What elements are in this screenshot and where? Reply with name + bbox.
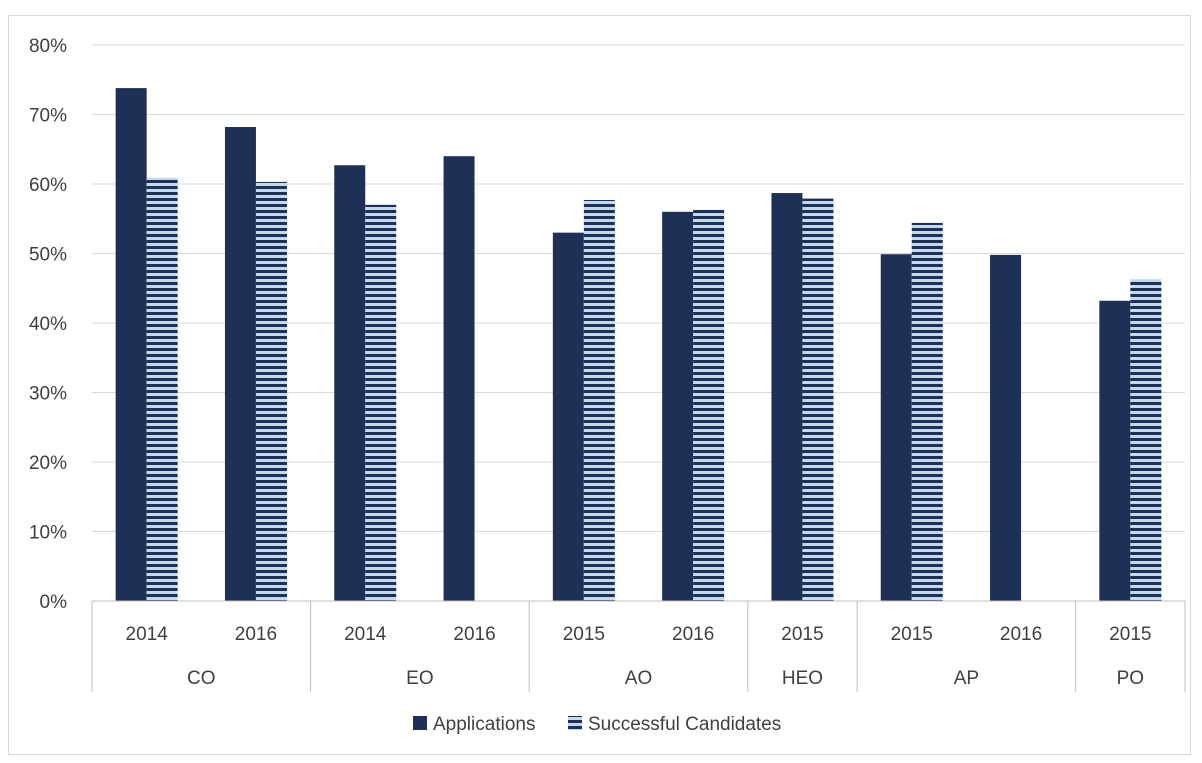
y-tick-label: 80% bbox=[29, 36, 67, 57]
axes: 0% 10% 20% 30% 40% 50% 60% 70% 80% 2014 2016 CO 2014… bbox=[29, 36, 1186, 692]
x-tick-label-year: 2016 bbox=[672, 624, 714, 645]
x-tick-label-year: 2015 bbox=[1109, 624, 1151, 645]
bar-applications bbox=[552, 232, 584, 601]
bar-applications bbox=[115, 88, 147, 602]
bar-applications bbox=[771, 193, 803, 601]
y-tick-label: 60% bbox=[29, 175, 67, 196]
x-tick-label-grade: EO bbox=[406, 668, 433, 689]
x-tick-label-grade: AO bbox=[625, 668, 652, 689]
y-tick-label: 30% bbox=[29, 384, 67, 405]
x-tick-label-year: 2016 bbox=[235, 624, 277, 645]
bar-successful-candidates bbox=[802, 198, 834, 601]
x-tick-label-year: 2015 bbox=[781, 624, 823, 645]
bar-applications bbox=[990, 254, 1022, 601]
x-tick-label-year: 2014 bbox=[126, 624, 169, 645]
x-tick-label-year: 2015 bbox=[891, 624, 933, 645]
bar-applications bbox=[443, 156, 475, 601]
bar-successful-candidates bbox=[1130, 279, 1162, 601]
bar-applications bbox=[662, 211, 694, 602]
y-tick-label: 10% bbox=[29, 523, 67, 544]
x-tick-label-year: 2015 bbox=[563, 624, 605, 645]
legend-swatch-applications bbox=[413, 716, 427, 730]
bar-successful-candidates bbox=[693, 209, 725, 601]
y-tick-label: 50% bbox=[29, 245, 67, 266]
bar-applications bbox=[880, 254, 912, 601]
legend-swatch-successful-candidates bbox=[568, 716, 582, 730]
y-tick-label: 70% bbox=[29, 106, 67, 127]
bar-successful-candidates bbox=[146, 177, 178, 601]
legend-label: Applications bbox=[433, 714, 535, 735]
legend-label: Successful Candidates bbox=[588, 714, 781, 735]
bar-applications bbox=[334, 165, 366, 602]
bar-successful-candidates bbox=[583, 199, 615, 602]
legend: Applications Successful Candidates bbox=[413, 714, 781, 735]
x-tick-label-grade: CO bbox=[187, 668, 216, 689]
y-tick-label: 40% bbox=[29, 314, 67, 335]
bar-applications bbox=[1099, 300, 1131, 601]
bar-applications bbox=[224, 127, 256, 601]
bar-successful-candidates bbox=[365, 204, 397, 601]
bar-successful-candidates bbox=[911, 222, 943, 602]
x-tick-label-grade: PO bbox=[1117, 668, 1144, 689]
x-tick-label-grade: AP bbox=[954, 668, 979, 689]
x-tick-label-grade: HEO bbox=[782, 668, 823, 689]
y-tick-label: 0% bbox=[40, 592, 68, 613]
bar-successful-candidates bbox=[255, 181, 287, 602]
x-tick-label-year: 2014 bbox=[344, 624, 387, 645]
x-tick-label-year: 2016 bbox=[1000, 624, 1042, 645]
x-tick-label-year: 2016 bbox=[453, 624, 495, 645]
bars bbox=[115, 88, 1162, 602]
y-tick-label: 20% bbox=[29, 453, 67, 474]
